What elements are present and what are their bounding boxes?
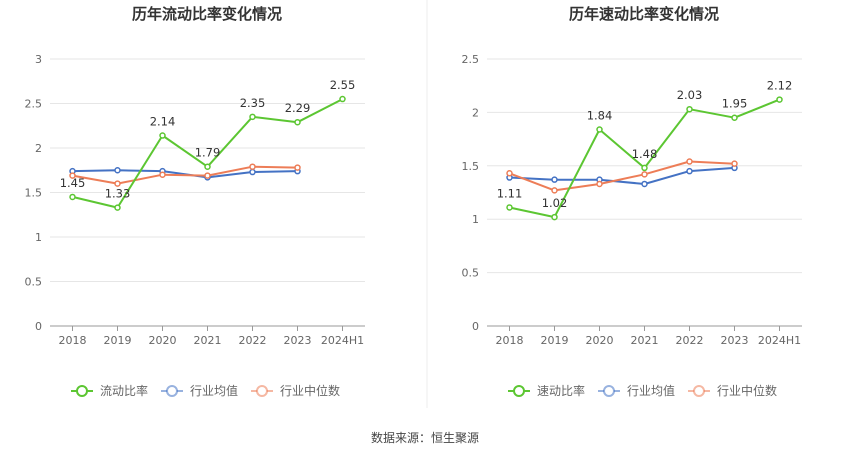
x-tick-label: 2019 — [541, 334, 569, 347]
data-point — [731, 114, 738, 121]
legend-label: 行业中位数 — [717, 383, 777, 398]
data-label: 1.45 — [60, 176, 86, 190]
legend-label: 行业均值 — [190, 383, 238, 398]
series-line-2 — [72, 165, 298, 185]
data-point — [641, 164, 648, 172]
legend-label: 速动比率 — [537, 383, 585, 398]
data-point — [596, 126, 603, 133]
data-point — [249, 163, 256, 170]
data-point — [294, 164, 301, 171]
data-point — [69, 172, 76, 179]
data-point — [204, 163, 211, 170]
y-tick-label: 2 — [472, 106, 479, 119]
data-point — [731, 160, 738, 167]
x-tick-label: 2022 — [239, 334, 267, 347]
data-point — [551, 176, 558, 183]
data-label: 1.79 — [195, 146, 221, 160]
data-point — [114, 204, 121, 211]
data-point — [641, 171, 648, 178]
data-point — [596, 180, 603, 188]
legend-label: 行业均值 — [627, 383, 675, 398]
data-point — [114, 180, 121, 187]
y-tick-label: 0 — [35, 320, 42, 333]
data-point — [249, 168, 256, 176]
y-tick-label: 0.5 — [25, 276, 43, 289]
data-label: 1.95 — [722, 97, 748, 111]
y-tick-label: 1.5 — [25, 187, 43, 200]
series-line-1 — [509, 166, 735, 185]
data-label: 2.14 — [150, 115, 176, 129]
x-tick-label: 2018 — [59, 334, 87, 347]
x-tick-label: 2022 — [676, 334, 704, 347]
quick-ratio-chart: 历年速动比率变化情况 0 0.5 1 1.5 2 2.5 2018 2019 2020 2021 20… — [462, 5, 802, 398]
x-tick-label: 2020 — [149, 334, 177, 347]
data-label: 2.55 — [330, 78, 356, 92]
x-tick-label: 2021 — [631, 334, 659, 347]
data-point — [686, 158, 693, 165]
y-tick-label: 1 — [472, 213, 479, 226]
chart-title: 历年速动比率变化情况 — [569, 5, 719, 23]
data-point — [159, 171, 166, 178]
x-tick-label: 2024H1 — [321, 334, 364, 347]
data-point — [506, 170, 513, 177]
chart-title: 历年流动比率变化情况 — [132, 5, 282, 23]
y-tick-label: 1 — [35, 231, 42, 244]
data-point — [686, 105, 693, 113]
y-tick-label: 2.5 — [25, 98, 43, 111]
current-ratio-chart: 历年流动比率变化情况 0 0.5 1 1.5 2 2.5 3 2018 2019 2020 2021 2… — [25, 5, 365, 398]
data-label: 2.29 — [285, 101, 311, 115]
data-label: 1.84 — [587, 108, 613, 122]
data-point — [551, 213, 558, 221]
series-line-2 — [509, 160, 735, 192]
data-point — [339, 95, 346, 103]
x-tick-label: 2021 — [194, 334, 222, 347]
x-tick-label: 2020 — [586, 334, 614, 347]
data-label: 2.12 — [767, 79, 793, 93]
data-label: 1.11 — [497, 186, 523, 200]
data-point — [159, 132, 166, 139]
y-tick-label: 2.5 — [462, 53, 480, 66]
legend-marker — [256, 385, 268, 397]
legend-marker — [603, 385, 615, 397]
source-text: 数据来源：恒生聚源 — [371, 430, 479, 445]
x-tick-label: 2023 — [721, 334, 749, 347]
legend-label: 流动比率 — [100, 383, 148, 398]
y-tick-label: 2 — [35, 142, 42, 155]
data-point — [249, 113, 256, 121]
data-label: 1.33 — [105, 187, 131, 201]
legend-marker — [76, 385, 88, 397]
data-label: 1.48 — [632, 147, 658, 161]
y-tick-label: 1.5 — [462, 160, 480, 173]
y-tick-label: 0 — [472, 320, 479, 333]
data-point — [551, 187, 558, 194]
x-tick-label: 2019 — [104, 334, 132, 347]
data-point — [114, 167, 121, 174]
data-point — [506, 204, 513, 211]
data-label: 2.03 — [677, 88, 703, 102]
y-tick-label: 3 — [35, 53, 42, 66]
x-tick-label: 2023 — [284, 334, 312, 347]
legend-marker — [166, 385, 178, 397]
x-tick-label: 2024H1 — [758, 334, 801, 347]
data-label: 1.02 — [542, 196, 568, 210]
data-point — [204, 172, 211, 179]
data-point — [294, 118, 301, 126]
legend-label: 行业中位数 — [280, 383, 340, 398]
x-tick-label: 2018 — [496, 334, 524, 347]
data-point — [69, 193, 76, 201]
data-point — [641, 180, 648, 188]
data-label: 2.35 — [240, 96, 266, 110]
data-point — [686, 167, 693, 175]
legend-marker — [513, 385, 525, 397]
series-line-1 — [72, 169, 298, 179]
legend-marker — [693, 385, 705, 397]
data-point — [776, 96, 783, 103]
y-tick-label: 0.5 — [462, 267, 480, 280]
